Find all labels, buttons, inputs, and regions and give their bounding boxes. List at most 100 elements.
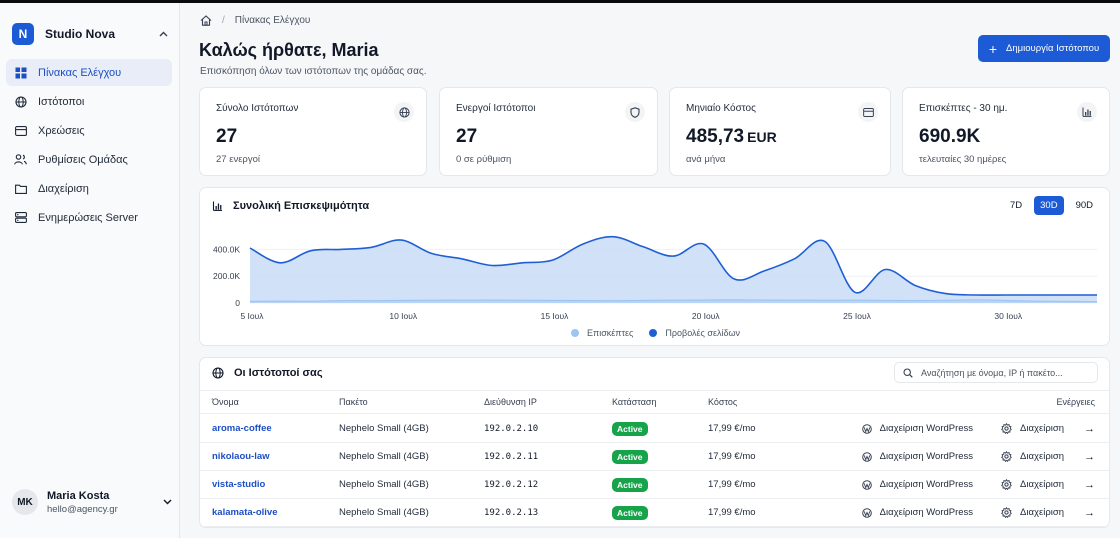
- stat-label: Μηνιαίο Κόστος: [686, 103, 756, 114]
- manage-site-button[interactable]: Διαχείριση: [1001, 451, 1064, 462]
- stat-value: 485,73 EUR: [686, 126, 777, 147]
- table-row: kalamata-olive Nephelo Small (4GB) 192.0.2…: [200, 499, 1109, 527]
- site-cost: 17,99 €/mo: [708, 479, 756, 490]
- sites-header: Οι Ιστότοποί σας: [212, 367, 323, 379]
- x-tick-label: 25 Ιουλ: [843, 311, 872, 321]
- legend-item-pageviews[interactable]: Προβολές σελίδων: [649, 328, 740, 338]
- x-tick-label: 5 Ιουλ: [240, 311, 264, 321]
- range-tab-30d[interactable]: 30D: [1034, 196, 1064, 215]
- stat-note: τελευταίες 30 ημέρες: [919, 154, 1007, 165]
- range-selector: 7D 30D 90D: [998, 196, 1099, 215]
- site-search[interactable]: [894, 362, 1098, 383]
- x-tick-label: 30 Ιουλ: [994, 311, 1023, 321]
- gear-icon: [1001, 479, 1013, 490]
- y-tick-label: 400.0K: [213, 244, 240, 254]
- table-row: aroma-coffee Nephelo Small (4GB) 192.0.2.1…: [200, 415, 1109, 443]
- site-name-link[interactable]: nikolaou-law: [212, 451, 270, 462]
- manage-wordpress-button[interactable]: Διαχείριση WordPress: [861, 479, 974, 490]
- manage-wordpress-button[interactable]: Διαχείριση WordPress: [861, 423, 973, 434]
- sites-title: Οι Ιστότοποί σας: [234, 367, 323, 379]
- site-name-link[interactable]: aroma-coffee: [212, 423, 272, 434]
- manage-site-label: Διαχείριση: [1020, 423, 1064, 434]
- sidebar-item-label: Διαχείριση: [38, 182, 89, 195]
- dashboard-icon: [14, 66, 27, 79]
- manage-site-button[interactable]: Διαχείριση: [1001, 507, 1064, 518]
- stat-label: Σύνολο Ιστότοπων: [216, 103, 299, 114]
- stat-value: 27: [216, 126, 238, 147]
- sidebar-item-team-settings[interactable]: Ρυθμίσεις Ομάδας: [6, 146, 172, 173]
- range-tab-90d[interactable]: 90D: [1075, 200, 1093, 211]
- arrow-right-icon[interactable]: →: [1084, 450, 1095, 463]
- col-header-name[interactable]: Όνομα: [212, 397, 239, 407]
- range-tab-7d[interactable]: 7D: [1009, 200, 1023, 211]
- stat-label: Ενεργοί Ιστότοποι: [456, 103, 536, 114]
- sidebar: N Studio Nova Πίνακας Ελέγχου Ιστότοποι …: [0, 3, 180, 538]
- manage-wordpress-label: Διαχείριση WordPress: [879, 479, 974, 490]
- stat-card-visitors: Επισκέπτες - 30 ημ. 690.9K τελευταίες 30…: [902, 87, 1110, 176]
- traffic-chart: 0 200.0K 400.0K 5 Ιουλ 10 Ιουλ 15 Ιουλ 20 Ιουλ…: [213, 235, 1098, 321]
- site-cost: 17,99 €/mo: [708, 423, 756, 434]
- sidebar-item-server-updates[interactable]: Ενημερώσεις Server: [6, 204, 172, 231]
- folder-icon: [14, 182, 27, 195]
- search-input[interactable]: [921, 367, 1091, 378]
- sidebar-item-sites[interactable]: Ιστότοποι: [6, 88, 172, 115]
- arrow-right-icon[interactable]: →: [1084, 422, 1095, 435]
- col-header-status[interactable]: Κατάσταση: [612, 397, 657, 407]
- site-name-link[interactable]: kalamata-olive: [212, 507, 278, 518]
- manage-site-button[interactable]: Διαχείριση: [1001, 423, 1064, 434]
- manage-site-label: Διαχείριση: [1020, 451, 1064, 462]
- workspace-logo: N: [12, 23, 34, 45]
- globe-icon: [14, 95, 27, 108]
- col-header-plan[interactable]: Πακέτο: [339, 397, 368, 407]
- col-header-ip[interactable]: Διεύθυνση IP: [484, 397, 537, 407]
- chart-title: Συνολική Επισκεψιμότητα: [233, 200, 370, 212]
- chevron-down-icon: [163, 497, 172, 507]
- arrow-right-icon[interactable]: →: [1084, 506, 1095, 519]
- search-icon: [903, 367, 913, 378]
- sidebar-item-label: Ιστότοποι: [38, 95, 85, 108]
- page-subtitle: Επισκόπηση όλων των ιστότοπων της ομάδας…: [200, 66, 427, 77]
- globe-icon: [212, 367, 224, 379]
- status-badge: Active: [612, 421, 648, 436]
- plus-icon: +: [988, 40, 997, 57]
- x-tick-label: 10 Ιουλ: [389, 311, 418, 321]
- site-ip: 192.0.2.13: [484, 507, 539, 518]
- sidebar-item-management[interactable]: Διαχείριση: [6, 175, 172, 202]
- x-tick-label: 15 Ιουλ: [541, 311, 570, 321]
- home-icon[interactable]: [200, 15, 212, 26]
- bar-chart-icon: [1077, 102, 1097, 122]
- stat-note: 27 ενεργοί: [216, 154, 260, 165]
- col-header-cost[interactable]: Κόστος: [708, 397, 738, 407]
- manage-wordpress-label: Διαχείριση WordPress: [879, 451, 974, 462]
- manage-wordpress-label: Διαχείριση WordPress: [879, 507, 974, 518]
- manage-wordpress-button[interactable]: Διαχείριση WordPress: [861, 507, 974, 518]
- sidebar-item-billing[interactable]: Χρεώσεις: [6, 117, 172, 144]
- workspace-switcher[interactable]: N Studio Nova: [12, 21, 172, 47]
- gear-icon: [1001, 451, 1013, 462]
- globe-icon: [394, 102, 414, 122]
- manage-site-label: Διαχείριση: [1020, 507, 1064, 518]
- create-site-button[interactable]: + Δημιουργία Ιστότοπου: [978, 35, 1110, 62]
- wordpress-icon: [861, 451, 872, 462]
- arrow-right-icon[interactable]: →: [1084, 478, 1095, 491]
- wordpress-icon: [861, 423, 872, 434]
- legend-item-visitors[interactable]: Επισκέπτες: [571, 328, 633, 338]
- page-title: Καλώς ήρθατε, Maria: [199, 40, 379, 60]
- stat-card-active-sites: Ενεργοί Ιστότοποι 27 0 σε ρύθμιση: [439, 87, 658, 176]
- pageviews-area: [250, 236, 1097, 303]
- top-edge: [0, 0, 1120, 3]
- chart-legend: Επισκέπτες Προβολές σελίδων: [200, 328, 1111, 338]
- sidebar-item-dashboard[interactable]: Πίνακας Ελέγχου: [6, 59, 172, 86]
- table-header: Όνομα Πακέτο Διεύθυνση IP Κατάσταση Κόστ…: [200, 390, 1109, 414]
- site-ip: 192.0.2.10: [484, 423, 539, 434]
- site-cost: 17,99 €/mo: [708, 451, 756, 462]
- sidebar-item-label: Πίνακας Ελέγχου: [38, 66, 122, 79]
- breadcrumb: / Πίνακας Ελέγχου: [200, 15, 310, 26]
- site-name-link[interactable]: vista-studio: [212, 479, 266, 490]
- manage-site-button[interactable]: Διαχείριση: [1001, 479, 1064, 490]
- stat-unit: EUR: [747, 129, 777, 145]
- manage-wordpress-button[interactable]: Διαχείριση WordPress: [861, 451, 974, 462]
- wordpress-icon: [861, 507, 872, 518]
- user-menu[interactable]: MK Maria Kosta hello@agency.gr: [12, 487, 172, 517]
- legend-dot: [571, 329, 579, 337]
